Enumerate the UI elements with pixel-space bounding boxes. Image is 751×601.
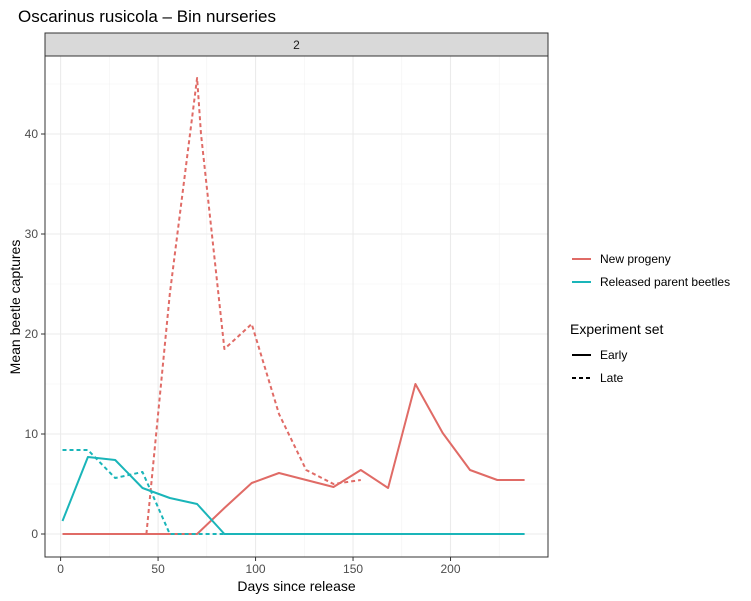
grid-lines: [45, 56, 548, 557]
x-tick-label: 0: [57, 562, 64, 576]
legend-label-new-progeny: New progeny: [600, 252, 671, 266]
series-line-new-progeny-late: [62, 77, 361, 535]
y-tick-label: 0: [31, 527, 38, 541]
facet-strip-label: 2: [293, 38, 300, 52]
plot-panel: [45, 56, 548, 557]
y-tick-label: 10: [25, 427, 39, 441]
x-axis: 0 50 100 150 200: [57, 557, 461, 576]
plot-panel-border: [44, 55, 549, 558]
x-tick-label: 200: [441, 562, 461, 576]
x-tick-label: 50: [151, 562, 165, 576]
x-axis-title: Days since release: [237, 578, 355, 594]
series-line-released-parent-beetles-late: [62, 449, 225, 535]
legend-label-late: Late: [600, 371, 624, 385]
x-tick-label: 150: [343, 562, 363, 576]
x-tick-label: 100: [246, 562, 266, 576]
y-axis: 0 10 20 30 40: [25, 127, 45, 541]
legend-label-early: Early: [600, 348, 627, 362]
y-axis-title: Mean beetle captures: [7, 240, 23, 375]
y-tick-label: 20: [25, 327, 39, 341]
series-line-new-progeny-early: [62, 383, 525, 535]
chart-title: Oscarinus rusicola – Bin nurseries: [18, 7, 276, 26]
y-tick-label: 30: [25, 227, 39, 241]
legend-title-experiment-set: Experiment set: [570, 321, 663, 337]
legend-label-released-parent-beetles: Released parent beetles: [600, 275, 730, 289]
y-tick-label: 40: [25, 127, 39, 141]
series-line-released-parent-beetles-early: [61, 456, 525, 535]
series-lines: [61, 77, 525, 535]
legend: New progeny Released parent beetles Expe…: [570, 252, 730, 385]
